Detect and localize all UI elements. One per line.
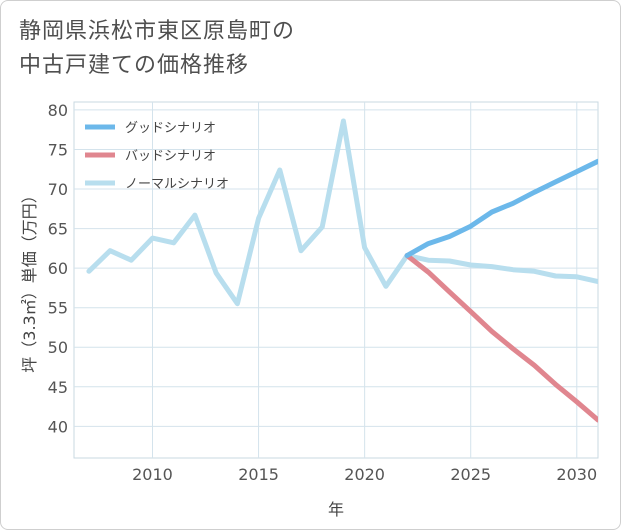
y-tick-label: 45 — [48, 378, 68, 397]
chart-title-line-2: 中古戸建ての価格推移 — [19, 53, 250, 78]
y-axis-title: 坪（3.3㎡）単価（万円） — [20, 187, 39, 372]
x-tick-label: 2015 — [238, 465, 279, 484]
y-tick-label: 60 — [48, 259, 68, 278]
series-line-3 — [86, 118, 598, 307]
x-tick-label: 2030 — [556, 465, 597, 484]
chart-title-line-1: 静岡県浜松市東区原島町の — [19, 19, 296, 44]
x-tick-label: 2020 — [344, 465, 385, 484]
y-tick-label: 55 — [48, 299, 68, 318]
y-tick-label: 40 — [48, 417, 68, 436]
legend-label-3: ノーマルシナリオ — [125, 177, 229, 192]
series-line-2 — [404, 253, 598, 423]
legend-label-2: バッドシナリオ — [125, 149, 216, 164]
legend-label-1: グッドシナリオ — [125, 121, 216, 136]
x-tick-label: 2025 — [450, 465, 491, 484]
chart-title: 静岡県浜松市東区原島町の 中古戸建ての価格推移 — [19, 15, 295, 83]
x-tick-label: 2010 — [132, 465, 173, 484]
y-tick-label: 70 — [48, 180, 68, 199]
y-tick-label: 50 — [48, 338, 68, 357]
x-axis-title: 年 — [328, 500, 344, 519]
y-tick-label: 80 — [48, 101, 68, 120]
series-line-1 — [404, 158, 598, 258]
axes: 40 45 50 55 60 65 70 75 80 2010 2015 2020 2025 2030 年 坪… — [20, 101, 597, 519]
series-lines — [86, 118, 598, 423]
y-tick-label: 75 — [48, 140, 68, 159]
y-tick-label: 65 — [48, 220, 68, 239]
